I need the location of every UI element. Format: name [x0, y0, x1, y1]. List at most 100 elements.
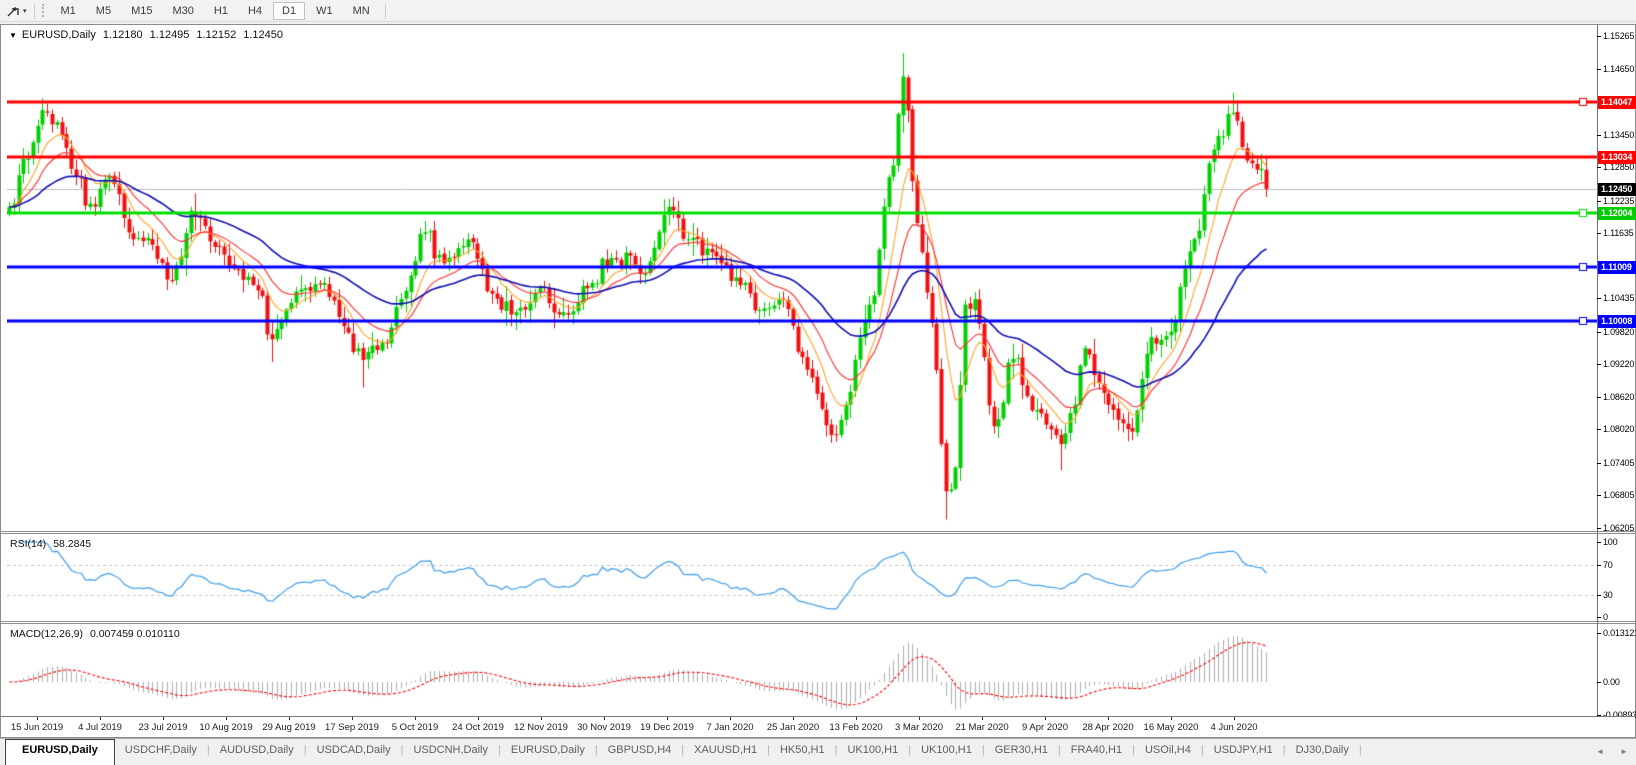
timeframe-button-mn[interactable]: MN — [352, 4, 370, 17]
date-label: 4 Jun 2020 — [1210, 722, 1258, 733]
chart-tab-uk100-h1[interactable]: UK100,H1 — [921, 744, 972, 756]
axis-tick — [1597, 36, 1601, 37]
chart-tab-usoil-h4[interactable]: USOil,H4 — [1144, 744, 1191, 756]
toolbar-separator — [384, 2, 386, 19]
price-tick-label: 1.08020 — [1603, 424, 1635, 434]
axis-tick — [1597, 429, 1601, 430]
chart-tab-usdjpy-h1[interactable]: USDJPY,H1 — [1213, 744, 1273, 756]
price-badge: 1.12004 — [1598, 207, 1636, 220]
date-tick — [37, 717, 38, 720]
pane-splitter[interactable] — [1, 531, 1635, 534]
date-tick — [1108, 717, 1109, 720]
date-tick — [163, 717, 164, 720]
chart-tab-usdcad-daily[interactable]: USDCAD,Daily — [316, 744, 391, 756]
rsi-tick-label: 100 — [1603, 537, 1618, 547]
rsi-tick-label: 30 — [1603, 590, 1613, 600]
date-tick — [1045, 717, 1046, 720]
axis-tick — [1597, 463, 1601, 464]
timeframe-button-h1[interactable]: H1 — [213, 4, 228, 17]
date-label: 10 Aug 2019 — [199, 722, 253, 733]
price-tick-label: 1.09820 — [1603, 327, 1635, 337]
date-label: 7 Jan 2020 — [706, 722, 754, 733]
axis-tick — [1597, 565, 1601, 566]
rsi-tick-label: 0 — [1603, 612, 1608, 622]
chart-cursor-icon — [7, 6, 19, 17]
date-axis: 15 Jun 2019 4 Jul 2019 23 Jul 2019 10 Aug 2… — [1, 716, 1635, 737]
chart-tab-bar: EURUSD,Daily USDCHF,Daily | AUDUSD,Daily | US… — [0, 738, 1636, 765]
date-label: 15 Jun 2019 — [10, 722, 64, 733]
date-tick — [793, 717, 794, 720]
date-label: 23 Jul 2019 — [138, 722, 188, 733]
axis-tick — [1597, 332, 1601, 333]
tab-scroll-right-icon[interactable]: ► — [1620, 747, 1628, 756]
date-label: 12 Nov 2019 — [514, 722, 568, 733]
rsi-indicator-pane[interactable] — [7, 534, 1597, 621]
timeframe-button-w1[interactable]: W1 — [316, 4, 333, 17]
quote-low: 1.12152 — [196, 29, 237, 41]
axis-tick — [1597, 595, 1601, 596]
date-label: 28 Apr 2020 — [1082, 722, 1134, 733]
price-tick-label: 1.08620 — [1603, 392, 1635, 402]
chart-tab-gbpusd-h4[interactable]: GBPUSD,H4 — [607, 744, 672, 756]
chart-tab-dj30-daily[interactable]: DJ30,Daily — [1295, 744, 1349, 756]
chart-tab-fra40-h1[interactable]: FRA40,H1 — [1070, 744, 1123, 756]
tab-separator: | — [908, 744, 912, 756]
date-label: 25 Jan 2020 — [766, 722, 820, 733]
date-label: 21 Mar 2020 — [955, 722, 1009, 733]
tab-scroll-left-icon[interactable]: ◄ — [1596, 747, 1605, 756]
collapse-triangle-icon[interactable]: ▼ — [9, 30, 17, 40]
toolbar-grip[interactable] — [41, 4, 45, 17]
tab-separator: | — [400, 744, 404, 756]
date-tick — [289, 717, 290, 720]
price-badge: 1.11009 — [1598, 261, 1636, 274]
price-tick-label: 1.10435 — [1603, 293, 1635, 303]
date-label: 24 Oct 2019 — [452, 722, 504, 733]
timeframe-button-m1[interactable]: M1 — [60, 4, 76, 17]
chart-tab-audusd-daily[interactable]: AUDUSD,Daily — [219, 744, 294, 756]
date-tick — [667, 717, 668, 720]
chart-tab-xauusd-h1[interactable]: XAUUSD,H1 — [694, 744, 758, 756]
price-tick-label: 1.12235 — [1603, 196, 1635, 206]
toolbar-separator — [33, 2, 35, 19]
date-label: 30 Nov 2019 — [577, 722, 631, 733]
date-label: 4 Jul 2019 — [78, 722, 122, 733]
tab-separator: | — [1057, 744, 1061, 756]
timeframe-button-h4[interactable]: H4 — [247, 4, 263, 17]
tab-separator: | — [498, 744, 501, 756]
chart-cursor-tool-button[interactable]: ▾ — [5, 2, 29, 20]
timeframe-button-m30[interactable]: M30 — [172, 4, 194, 17]
axis-tick — [1597, 542, 1601, 543]
date-label: 16 May 2020 — [1143, 722, 1199, 733]
tab-separator: | — [681, 744, 685, 756]
date-tick — [352, 717, 353, 720]
tab-separator: | — [1132, 744, 1135, 756]
pane-splitter[interactable] — [1, 621, 1635, 624]
macd-indicator-pane[interactable] — [7, 624, 1597, 716]
timeframe-button-m5[interactable]: M5 — [95, 4, 112, 17]
chart-symbol-label: EURUSD,Daily — [21, 29, 96, 41]
top-toolbar: ▾ M1 M5 M15 M30 H1 H4 D1 W1 MN — [0, 0, 1636, 22]
chart-tab-uk100-h1[interactable]: UK100,H1 — [847, 744, 899, 756]
chart-tab-eurusd-daily[interactable]: EURUSD,Daily — [510, 744, 585, 756]
chevron-down-icon: ▾ — [23, 7, 27, 15]
tab-separator: | — [981, 744, 985, 756]
timeframe-buttons: M1 M5 M15 M30 H1 H4 D1 W1 MN — [51, 1, 380, 20]
price-badge: 1.12450 — [1598, 183, 1636, 196]
timeframe-button-d1[interactable]: D1 — [273, 1, 306, 20]
chart-tab-usdchf-daily[interactable]: USDCHF,Daily — [124, 744, 197, 756]
timeframe-button-m15[interactable]: M15 — [131, 4, 153, 17]
tab-separator: | — [1282, 744, 1286, 756]
chart-tab-eurusd-daily[interactable]: EURUSD,Daily — [5, 739, 115, 765]
date-label: 3 Mar 2020 — [894, 722, 944, 733]
chart-tab-ger30-h1[interactable]: GER30,H1 — [994, 744, 1048, 756]
price-tick-label: 1.12850 — [1603, 162, 1635, 172]
chart-tab-usdcnh-daily[interactable]: USDCNH,Daily — [413, 744, 488, 756]
date-tick — [415, 717, 416, 720]
chart-tab-hk50-h1[interactable]: HK50,H1 — [779, 744, 825, 756]
tab-separator: | — [767, 744, 770, 756]
axis-tick — [1597, 298, 1601, 299]
price-tick-label: 1.06805 — [1603, 490, 1635, 500]
main-price-chart[interactable] — [7, 26, 1597, 531]
date-label: 5 Oct 2019 — [391, 722, 439, 733]
